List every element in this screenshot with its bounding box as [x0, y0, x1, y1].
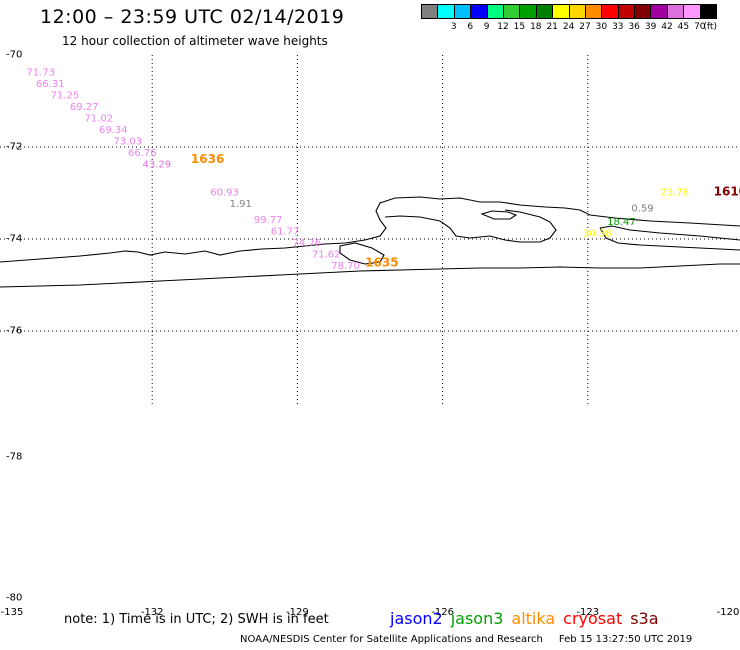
latitude-label: -76	[6, 325, 23, 337]
latitude-label: -70	[6, 49, 23, 61]
scale-tick-label: 12	[497, 22, 509, 32]
page-title: 12:00 – 23:59 UTC 02/14/2019	[40, 6, 345, 28]
scale-swatch	[437, 4, 455, 19]
coastline	[0, 196, 740, 288]
scale-tick-label: 33	[612, 22, 624, 32]
scale-swatch	[502, 4, 521, 19]
wave-height-value: 23.78	[660, 187, 689, 198]
wave-height-value: 66.76	[128, 148, 157, 159]
ice-shelf-coast	[0, 196, 740, 263]
longitude-label: -135	[0, 607, 24, 618]
color-scale-swatches	[421, 4, 740, 19]
wave-height-value: 69.27	[70, 102, 99, 113]
scale-swatch	[650, 4, 668, 19]
scale-tick-label: 3	[450, 22, 457, 32]
coast-inlet	[384, 209, 557, 243]
latitude-label: -74	[6, 233, 23, 245]
satellite-name: altika	[511, 609, 556, 628]
satellite-legend: jason2 jason3 altika cryosat s3a	[390, 609, 667, 628]
page-subtitle: 12 hour collection of altimeter wave hei…	[62, 34, 328, 48]
scale-swatch	[683, 4, 701, 19]
scale-tick-label: 21	[546, 22, 558, 32]
wave-height-value: 71.73	[26, 68, 55, 79]
wave-height-value: 60.93	[210, 187, 239, 198]
wave-height-value: 1.91	[230, 199, 252, 210]
wave-height-value: 74.76	[293, 238, 322, 249]
scale-swatch	[453, 4, 472, 19]
scale-tick-label: 45	[677, 22, 690, 32]
wave-height-value: 71.62	[312, 249, 341, 260]
scale-tick-label: 70	[694, 22, 706, 32]
pass-time-label: 1636	[191, 152, 224, 166]
scale-swatch	[470, 4, 488, 19]
scale-tick-label: 15	[513, 22, 526, 32]
scale-tick-label: 39	[644, 22, 657, 32]
scale-tick-label: 27	[579, 22, 591, 32]
island-b	[339, 242, 385, 265]
scale-swatch	[666, 4, 685, 19]
credit-text: NOAA/NESDIS Center for Satellite Applica…	[240, 634, 543, 645]
scale-swatch	[601, 4, 619, 19]
scale-swatch	[568, 4, 586, 19]
color-scale-ticks: 3 6 9 12 15 18 21 24 27 30 33 36 39 42 45 70 (ft)	[421, 19, 740, 33]
scale-tick-label: 42	[661, 22, 673, 32]
scale-swatch	[421, 4, 439, 19]
scale-tick-label: 6	[467, 22, 474, 32]
wave-height-value: 66.31	[36, 79, 65, 90]
wave-height-value: 73.03	[113, 137, 142, 148]
graticule	[0, 55, 740, 407]
satellite-name: s3a	[630, 609, 659, 628]
wave-height-value: 69.34	[99, 125, 128, 136]
scale-swatch	[584, 4, 603, 19]
island-a	[480, 210, 518, 220]
pass-time-label: 1610	[714, 184, 740, 198]
wave-height-value: 0.59	[631, 203, 653, 214]
wave-height-value: 30.38	[583, 229, 612, 240]
observations-layer: 71.7366.3171.2569.2771.0269.3473.0366.76…	[26, 68, 740, 272]
scale-tick-label: 9	[483, 22, 490, 32]
scale-tick-label: 18	[530, 22, 542, 32]
scale-swatch	[699, 4, 718, 19]
latitude-label: -72	[6, 141, 23, 153]
wave-height-value: 71.25	[51, 91, 80, 102]
color-scale: 3 6 9 12 15 18 21 24 27 30 33 36 39 42 45 70 (ft)	[421, 4, 740, 33]
scale-swatch	[552, 4, 570, 19]
wave-height-value: 61.77	[271, 226, 300, 237]
scale-unit: (ft)	[703, 22, 717, 32]
wave-height-value: 78.70	[331, 261, 360, 272]
scale-tick-label: 30	[595, 22, 608, 32]
scale-tick-label: 24	[562, 22, 575, 32]
ice-shelf-front	[0, 263, 740, 288]
wave-height-value: 43.29	[143, 160, 172, 171]
longitude-label: -126	[431, 607, 454, 618]
scale-swatch	[519, 4, 537, 19]
latitude-label: -80	[6, 592, 23, 604]
scale-swatch	[535, 4, 554, 19]
longitude-label: -120	[716, 607, 740, 618]
wave-height-value: 71.02	[84, 114, 113, 125]
longitude-label: -123	[576, 607, 600, 618]
scale-swatch	[617, 4, 636, 19]
latitude-label: -78	[6, 451, 23, 463]
scale-tick-label: 36	[628, 22, 640, 32]
scale-swatch	[634, 4, 652, 19]
wave-height-value: 99.77	[254, 215, 283, 226]
satellite-name: cryosat	[563, 609, 623, 628]
scale-swatch	[486, 4, 504, 19]
pass-time-label: 1635	[365, 256, 398, 270]
credit-line: NOAA/NESDIS Center for Satellite Applica…	[240, 634, 692, 645]
longitude-label: -132	[140, 607, 164, 618]
wave-height-value: 18.47	[607, 217, 636, 228]
footer-note: note: 1) Time is in UTC; 2) SWH is in fe…	[64, 612, 329, 627]
longitude-label: -129	[286, 607, 309, 618]
satellite-name: jason2	[390, 609, 443, 628]
satellite-name: jason3	[450, 609, 504, 628]
peninsula-east	[599, 225, 740, 251]
generated-timestamp: Feb 15 13:27:50 UTC 2019	[558, 634, 693, 645]
